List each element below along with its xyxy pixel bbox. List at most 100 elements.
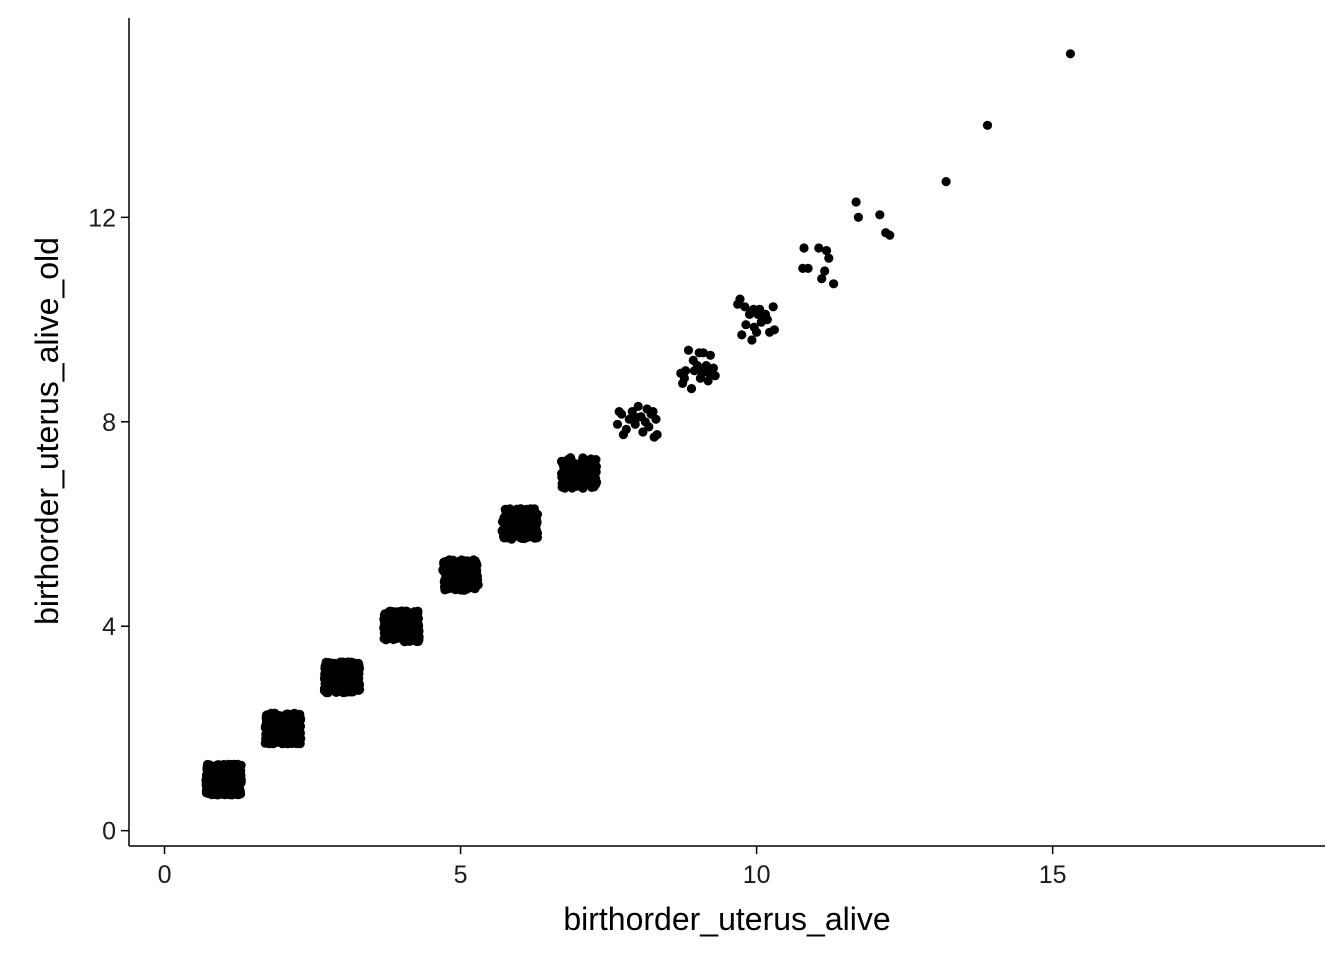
data-point bbox=[471, 582, 481, 592]
data-point bbox=[651, 414, 661, 424]
data-point bbox=[683, 345, 694, 355]
data-point bbox=[465, 561, 475, 571]
data-point bbox=[284, 735, 294, 745]
data-point bbox=[521, 527, 532, 537]
data-point bbox=[749, 322, 759, 332]
data-point bbox=[227, 790, 237, 800]
data-point bbox=[580, 459, 590, 469]
data-point bbox=[270, 730, 281, 740]
data-point bbox=[329, 667, 339, 677]
data-point bbox=[497, 517, 508, 527]
data-point bbox=[701, 361, 711, 371]
data-point bbox=[652, 430, 662, 440]
data-point bbox=[325, 677, 335, 687]
x-tick-label: 10 bbox=[743, 861, 771, 889]
data-point bbox=[557, 469, 567, 479]
x-axis-title: birthorder_uterus_alive bbox=[563, 901, 890, 937]
data-point bbox=[457, 565, 467, 575]
data-point bbox=[875, 210, 885, 220]
data-point bbox=[531, 521, 541, 531]
data-point bbox=[817, 274, 827, 284]
data-point bbox=[557, 478, 567, 489]
data-point bbox=[632, 413, 642, 423]
x-tick-label: 15 bbox=[1039, 861, 1067, 889]
data-point bbox=[500, 504, 510, 515]
data-point bbox=[205, 765, 215, 776]
y-tick-label: 4 bbox=[102, 613, 116, 641]
data-point bbox=[225, 770, 235, 780]
data-point bbox=[697, 368, 707, 378]
data-point bbox=[1065, 49, 1075, 59]
data-point bbox=[737, 330, 747, 340]
data-point bbox=[768, 302, 778, 312]
data-point bbox=[633, 401, 643, 411]
data-point bbox=[982, 120, 993, 130]
data-point bbox=[354, 674, 364, 684]
data-point bbox=[343, 669, 354, 679]
y-tick-label: 8 bbox=[102, 409, 116, 437]
data-point bbox=[227, 763, 237, 773]
data-point bbox=[322, 686, 332, 696]
data-point bbox=[351, 666, 361, 677]
data-point bbox=[571, 477, 581, 487]
data-point bbox=[413, 629, 423, 639]
data-point bbox=[735, 294, 745, 304]
data-point bbox=[591, 474, 601, 484]
data-point bbox=[703, 376, 713, 386]
data-point bbox=[517, 515, 527, 525]
data-point bbox=[686, 384, 697, 394]
data-point bbox=[618, 430, 629, 440]
data-point bbox=[829, 279, 839, 289]
data-point bbox=[556, 456, 567, 466]
data-point bbox=[216, 767, 226, 777]
data-point bbox=[387, 624, 397, 634]
data-point bbox=[644, 422, 654, 432]
data-point bbox=[530, 533, 540, 543]
data-point bbox=[399, 636, 409, 647]
data-point bbox=[572, 468, 582, 478]
data-point bbox=[275, 715, 285, 726]
data-point bbox=[689, 366, 700, 376]
data-point bbox=[291, 725, 301, 735]
data-point bbox=[612, 419, 623, 429]
data-point bbox=[207, 781, 217, 791]
data-point bbox=[851, 197, 861, 207]
axes: 0 5 10 15 0 4 8 12 bbox=[88, 18, 1325, 889]
data-point bbox=[741, 320, 751, 330]
data-point bbox=[452, 579, 462, 590]
data-point bbox=[824, 253, 834, 263]
data-point bbox=[409, 609, 420, 619]
data-point bbox=[694, 348, 704, 358]
data-point bbox=[591, 461, 602, 472]
data-point bbox=[334, 677, 345, 687]
data-point bbox=[821, 246, 832, 256]
x-tick-label: 5 bbox=[454, 861, 468, 889]
x-tick-label: 0 bbox=[158, 861, 172, 889]
data-point bbox=[411, 636, 421, 647]
data-point bbox=[324, 658, 334, 668]
data-point bbox=[853, 212, 864, 222]
data-point bbox=[266, 717, 276, 728]
data-point bbox=[769, 325, 780, 335]
data-point bbox=[705, 350, 716, 360]
data-point bbox=[472, 565, 482, 576]
data-point bbox=[820, 266, 830, 276]
data-point bbox=[460, 581, 470, 591]
data-point bbox=[225, 782, 235, 792]
data-point bbox=[465, 571, 475, 581]
data-point bbox=[458, 556, 468, 566]
data-points bbox=[201, 49, 1075, 800]
data-point bbox=[509, 523, 519, 533]
y-tick-label: 0 bbox=[102, 818, 116, 846]
data-point bbox=[381, 635, 391, 645]
data-point bbox=[567, 460, 578, 470]
data-point bbox=[803, 263, 813, 273]
y-tick-label: 12 bbox=[88, 204, 116, 232]
data-point bbox=[231, 775, 241, 785]
data-point bbox=[814, 243, 824, 253]
data-point bbox=[346, 684, 357, 694]
data-point bbox=[401, 606, 411, 616]
data-point bbox=[286, 710, 296, 720]
data-point bbox=[266, 708, 276, 718]
